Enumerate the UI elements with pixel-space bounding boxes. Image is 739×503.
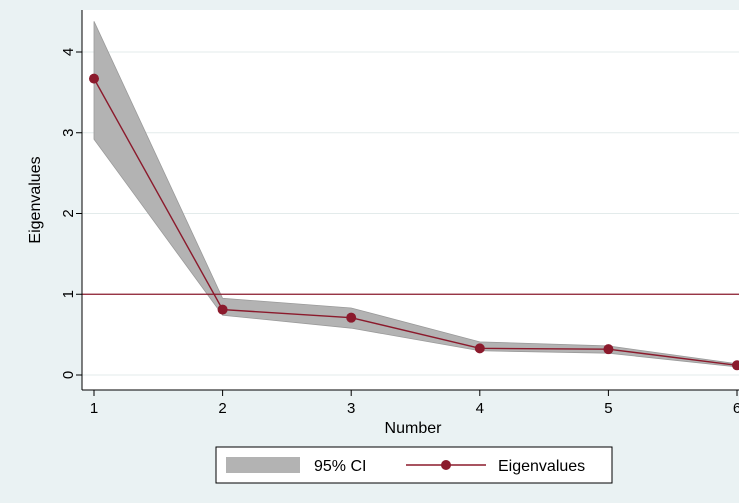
x-tick-label-3: 3 <box>347 400 355 417</box>
x-tick-label-4: 4 <box>476 400 484 417</box>
y-axis-label: Eigenvalues <box>27 156 44 243</box>
legend-eigen-marker <box>441 460 451 470</box>
y-tick-label-3: 3 <box>60 129 77 137</box>
legend-ci-label: 95% CI <box>314 458 366 475</box>
y-tick-label-4: 4 <box>60 48 77 56</box>
legend-ci-swatch <box>226 457 300 473</box>
eigenvalue-point-2 <box>217 304 228 315</box>
legend: 95% CI Eigenvalues <box>215 446 613 484</box>
y-tick-label-2: 2 <box>60 209 77 217</box>
x-axis-label: Number <box>385 420 443 437</box>
legend-eigen-label: Eigenvalues <box>498 458 585 475</box>
y-tick-label-0: 0 <box>60 371 77 379</box>
x-tick-label-2: 2 <box>218 400 226 417</box>
axes-layer: 0 1 2 3 4 1 2 3 4 5 6 <box>60 10 739 417</box>
eigenvalue-point-4 <box>474 343 485 354</box>
eigenvalue-point-5 <box>603 344 614 355</box>
eigenvalues-line <box>93 78 738 367</box>
series-layer <box>89 73 739 371</box>
y-tick-label-1: 1 <box>60 290 77 298</box>
x-tick-label-6: 6 <box>733 400 739 417</box>
eigenvalue-point-3 <box>346 312 357 323</box>
x-tick-label-5: 5 <box>604 400 612 417</box>
eigenvalue-point-1 <box>89 73 99 84</box>
x-tick-label-1: 1 <box>90 400 98 417</box>
eigenvalue-point-6 <box>732 360 739 371</box>
